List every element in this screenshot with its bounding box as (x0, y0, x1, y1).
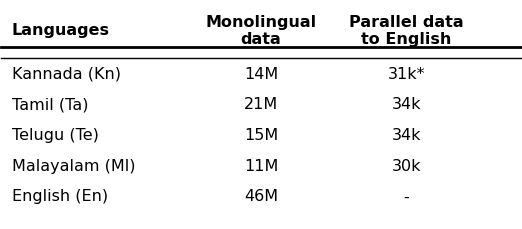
Text: 46M: 46M (244, 188, 278, 203)
Text: Monolingual
data: Monolingual data (206, 15, 316, 47)
Text: Parallel data
to English: Parallel data to English (349, 15, 464, 47)
Text: 30k: 30k (392, 158, 421, 173)
Text: 15M: 15M (244, 127, 278, 142)
Text: Telugu (Te): Telugu (Te) (12, 127, 99, 142)
Text: Kannada (Kn): Kannada (Kn) (12, 66, 121, 81)
Text: 31k*: 31k* (388, 66, 425, 81)
Text: Malayalam (Ml): Malayalam (Ml) (12, 158, 135, 173)
Text: 11M: 11M (244, 158, 278, 173)
Text: English (En): English (En) (12, 188, 108, 203)
Text: 14M: 14M (244, 66, 278, 81)
Text: Tamil (Ta): Tamil (Ta) (12, 97, 88, 112)
Text: -: - (404, 188, 409, 203)
Text: 34k: 34k (392, 97, 421, 112)
Text: Languages: Languages (12, 23, 110, 38)
Text: 21M: 21M (244, 97, 278, 112)
Text: 34k: 34k (392, 127, 421, 142)
